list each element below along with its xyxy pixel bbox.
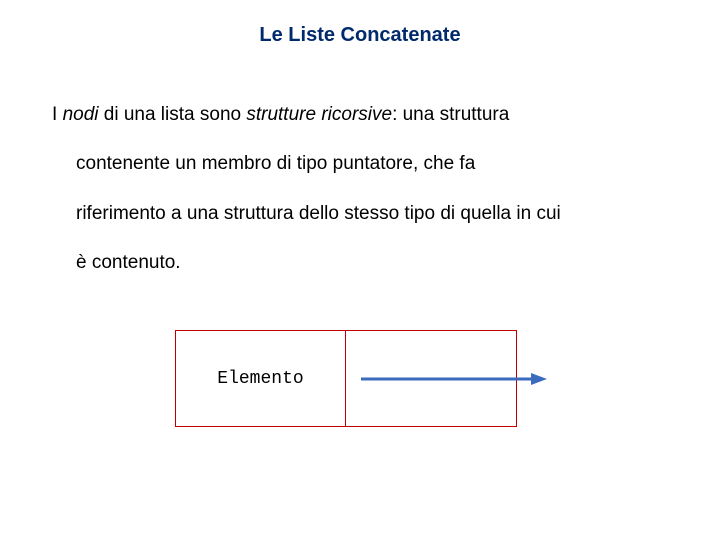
body-paragraph: I nodi di una lista sono strutture ricor… [52, 90, 682, 288]
element-cell: Elemento [176, 331, 346, 426]
pointer-arrow-icon [361, 369, 551, 389]
line1-em-strutture: strutture ricorsive [246, 104, 392, 125]
pointer-cell [346, 331, 516, 426]
line2: contenente un membro di tipo puntatore, … [76, 139, 682, 188]
slide-title: Le Liste Concatenate [0, 24, 720, 47]
line3: riferimento a una struttura dello stesso… [76, 189, 682, 238]
line1-prefix: I [52, 104, 63, 125]
node-diagram: Elemento [175, 330, 517, 427]
line4: è contenuto. [76, 238, 682, 287]
line1: I nodi di una lista sono strutture ricor… [52, 104, 509, 125]
node-box: Elemento [175, 330, 517, 427]
line1-em-nodi: nodi [63, 104, 99, 125]
line1-suffix: : una struttura [392, 104, 509, 125]
line1-mid: di una lista sono [98, 104, 246, 125]
